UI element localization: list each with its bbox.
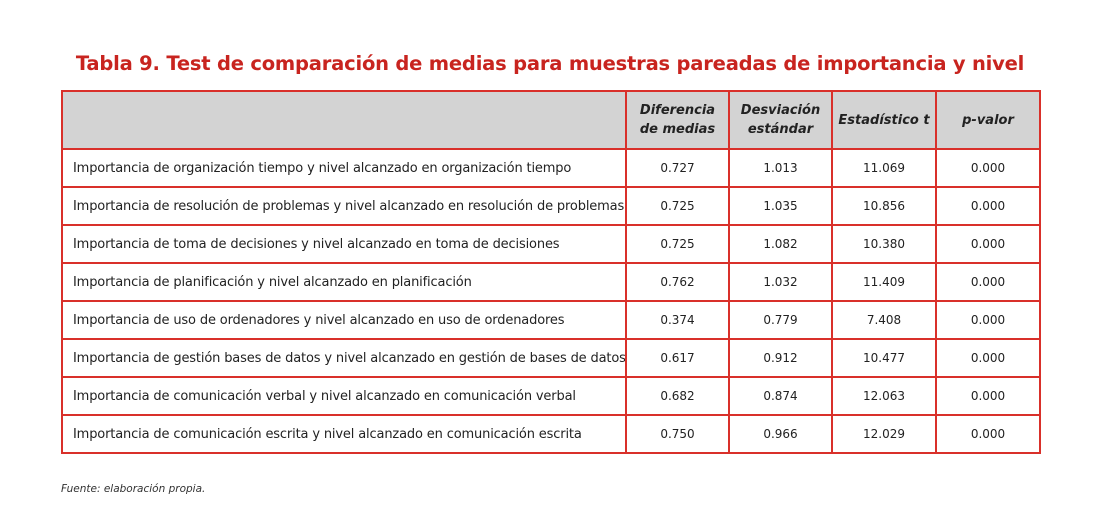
mean-diff-cell: 0.617 (625, 338, 730, 378)
table-row: Importancia de comunicación verbal y niv… (61, 376, 1041, 416)
header-std-dev-line2: estándar (747, 122, 814, 137)
table-row: Importancia de organización tiempo y niv… (61, 148, 1041, 188)
p-value-cell: 0.000 (935, 338, 1041, 378)
t-stat-cell: 7.408 (831, 300, 937, 340)
table-row: Importancia de resolución de problemas y… (61, 186, 1041, 226)
row-label: Importancia de toma de decisiones y nive… (61, 224, 627, 264)
header-label (61, 90, 627, 150)
row-label: Importancia de resolución de problemas y… (61, 186, 627, 226)
table-row: Importancia de toma de decisiones y nive… (61, 224, 1041, 264)
t-stat-cell: 12.029 (831, 414, 937, 454)
std-dev-cell: 0.779 (728, 300, 833, 340)
header-mean-diff-line1: Diferencia (639, 103, 716, 118)
std-dev-cell: 1.035 (728, 186, 833, 226)
mean-diff-cell: 0.750 (625, 414, 730, 454)
t-stat-cell: 11.409 (831, 262, 937, 302)
header-p-value: p-valor (935, 90, 1041, 150)
t-stat-cell: 12.063 (831, 376, 937, 416)
p-value-cell: 0.000 (935, 262, 1041, 302)
t-stat-cell: 10.380 (831, 224, 937, 264)
row-label: Importancia de planificación y nivel alc… (61, 262, 627, 302)
p-value-cell: 0.000 (935, 414, 1041, 454)
t-stat-cell: 11.069 (831, 148, 937, 188)
std-dev-cell: 1.032 (728, 262, 833, 302)
row-label: Importancia de gestión bases de datos y … (61, 338, 627, 378)
header-mean-diff-line2: de medias (639, 122, 716, 137)
p-value-cell: 0.000 (935, 148, 1041, 188)
mean-diff-cell: 0.725 (625, 186, 730, 226)
p-value-cell: 0.000 (935, 300, 1041, 340)
row-label: Importancia de comunicación verbal y niv… (61, 376, 627, 416)
p-value-cell: 0.000 (935, 186, 1041, 226)
table-row: Importancia de uso de ordenadores y nive… (61, 300, 1041, 340)
mean-diff-cell: 0.725 (625, 224, 730, 264)
header-std-dev: Desviación estándar (728, 90, 833, 150)
std-dev-cell: 1.013 (728, 148, 833, 188)
p-value-cell: 0.000 (935, 376, 1041, 416)
header-t-stat: Estadístico t (831, 90, 937, 150)
t-stat-cell: 10.477 (831, 338, 937, 378)
table-row: Importancia de gestión bases de datos y … (61, 338, 1041, 378)
row-label: Importancia de uso de ordenadores y nive… (61, 300, 627, 340)
table-title: Tabla 9. Test de comparación de medias p… (75, 52, 1025, 75)
t-stat-cell: 10.856 (831, 186, 937, 226)
header-mean-diff: Diferencia de medias (625, 90, 730, 150)
comparison-table: Diferencia de medias Desviación estándar… (61, 90, 1041, 454)
mean-diff-cell: 0.762 (625, 262, 730, 302)
mean-diff-cell: 0.374 (625, 300, 730, 340)
std-dev-cell: 0.912 (728, 338, 833, 378)
table-row: Importancia de comunicación escrita y ni… (61, 414, 1041, 454)
mean-diff-cell: 0.727 (625, 148, 730, 188)
header-row: Diferencia de medias Desviación estándar… (61, 90, 1041, 150)
table-row: Importancia de planificación y nivel alc… (61, 262, 1041, 302)
std-dev-cell: 0.966 (728, 414, 833, 454)
row-label: Importancia de organización tiempo y niv… (61, 148, 627, 188)
p-value-cell: 0.000 (935, 224, 1041, 264)
header-std-dev-line1: Desviación (740, 103, 821, 118)
source-footnote: Fuente: elaboración propia. (61, 483, 206, 495)
mean-diff-cell: 0.682 (625, 376, 730, 416)
row-label: Importancia de comunicación escrita y ni… (61, 414, 627, 454)
std-dev-cell: 0.874 (728, 376, 833, 416)
std-dev-cell: 1.082 (728, 224, 833, 264)
